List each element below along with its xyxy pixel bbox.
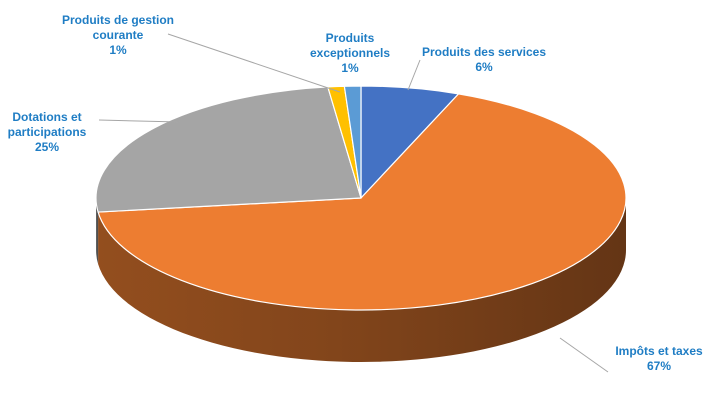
leader-line-0: [407, 59, 421, 91]
data-label-3-line-2: 1%: [109, 43, 127, 57]
data-label-3: Produits de gestion courante 1%: [62, 13, 174, 57]
pie-slice-1: [97, 93, 627, 311]
data-label-0-line-1: 6%: [475, 60, 493, 74]
data-label-3-line-1: courante: [93, 28, 144, 42]
data-label-1: Impôts et taxes 67%: [615, 344, 703, 373]
data-label-2: Dotations et participations 25%: [8, 110, 87, 154]
pie-side-1: [98, 198, 627, 363]
data-label-1-line-1: 67%: [647, 359, 671, 373]
leader-line-1: [559, 337, 609, 373]
leader-line-3: [167, 33, 341, 93]
data-label-4: Produits exceptionnels 1%: [310, 31, 390, 75]
data-label-1-line-0: Impôts et taxes: [615, 344, 703, 358]
leader-lines: [98, 33, 609, 373]
data-label-2-line-2: 25%: [35, 140, 59, 154]
pie-slice-2: [95, 86, 362, 213]
data-label-0-line-0: Produits des services: [422, 45, 546, 59]
data-label-4-line-1: exceptionnels: [310, 46, 390, 60]
data-label-0: Produits des services 6%: [422, 45, 546, 74]
data-label-2-line-1: participations: [8, 125, 87, 139]
data-labels: Produits des services 6% Impôts et taxes 67…: [8, 13, 703, 373]
data-label-3-line-0: Produits de gestion: [62, 13, 174, 27]
leader-line-2: [98, 119, 181, 123]
data-label-4-line-2: 1%: [341, 61, 359, 75]
pie-side-2: [96, 198, 99, 265]
data-label-4-line-0: Produits: [326, 31, 375, 45]
pie-sides: [96, 198, 627, 363]
data-label-2-line-0: Dotations et: [12, 110, 81, 124]
pie-tops: [95, 85, 627, 311]
pie-slice-4: [343, 85, 362, 199]
